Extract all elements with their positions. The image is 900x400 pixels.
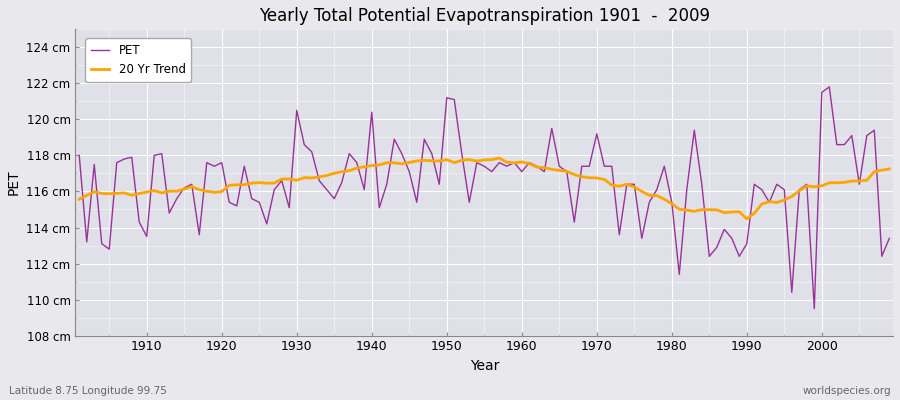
PET — [74, 153, 85, 158]
PET — [607, 164, 617, 169]
20 Yr Trend — [524, 161, 535, 166]
Line: PET: PET — [79, 87, 889, 309]
20 Yr Trend — [299, 175, 310, 180]
Legend: PET, 20 Yr Trend: PET, 20 Yr Trend — [86, 38, 192, 82]
PET — [344, 151, 355, 156]
20 Yr Trend — [517, 160, 527, 164]
20 Yr Trend — [74, 197, 85, 202]
20 Yr Trend — [884, 166, 895, 171]
Y-axis label: PET: PET — [7, 170, 21, 195]
20 Yr Trend — [494, 156, 505, 160]
Line: 20 Yr Trend: 20 Yr Trend — [79, 158, 889, 219]
Title: Yearly Total Potential Evapotranspiration 1901  -  2009: Yearly Total Potential Evapotranspiratio… — [259, 7, 710, 25]
PET — [508, 160, 519, 165]
PET — [299, 142, 310, 147]
PET — [134, 220, 145, 224]
PET — [809, 306, 820, 311]
X-axis label: Year: Year — [470, 359, 499, 373]
Text: worldspecies.org: worldspecies.org — [803, 386, 891, 396]
20 Yr Trend — [134, 191, 145, 196]
PET — [884, 236, 895, 241]
20 Yr Trend — [344, 168, 355, 173]
20 Yr Trend — [614, 184, 625, 189]
Text: Latitude 8.75 Longitude 99.75: Latitude 8.75 Longitude 99.75 — [9, 386, 166, 396]
PET — [824, 84, 834, 89]
PET — [517, 169, 527, 174]
20 Yr Trend — [742, 216, 752, 221]
